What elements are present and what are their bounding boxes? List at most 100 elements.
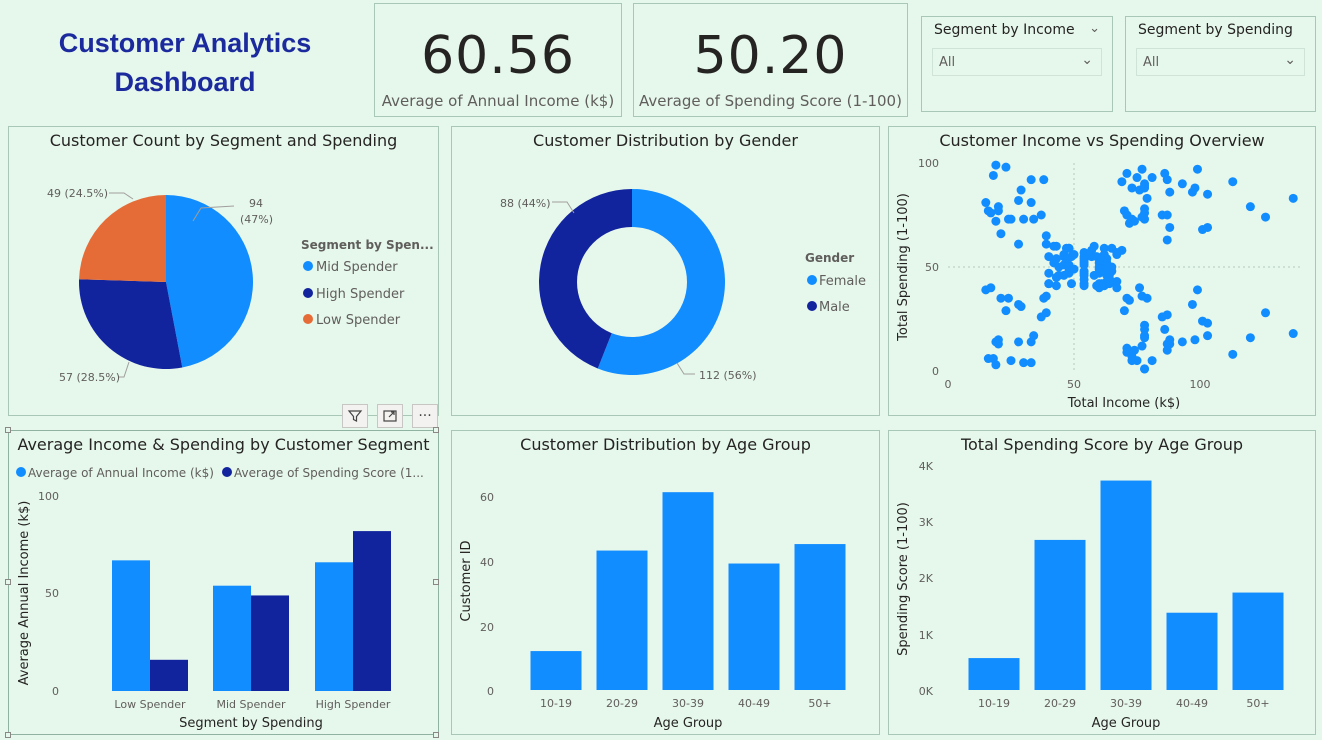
- scatter-point[interactable]: [988, 170, 998, 180]
- scatter-point[interactable]: [1245, 202, 1255, 212]
- scatter-point[interactable]: [1099, 243, 1109, 253]
- scatter-point[interactable]: [1165, 335, 1175, 345]
- scatter-point[interactable]: [1036, 210, 1046, 220]
- pie-chart-card[interactable]: Customer Count by Segment and Spending 9…: [8, 126, 439, 416]
- scatter-point[interactable]: [1016, 185, 1026, 195]
- filter-icon[interactable]: [342, 404, 368, 428]
- avg-bar[interactable]: [315, 562, 353, 691]
- scatter-point[interactable]: [1014, 337, 1024, 347]
- pie-slice-high-spender[interactable]: [78, 279, 183, 369]
- scatter-point[interactable]: [991, 360, 1001, 370]
- scatter-point[interactable]: [1041, 308, 1051, 318]
- scatter-point[interactable]: [1261, 212, 1271, 222]
- bar[interactable]: [1100, 480, 1152, 690]
- focus-mode-icon[interactable]: [377, 404, 403, 428]
- slicer-income-dropdown[interactable]: All ⌄: [932, 48, 1102, 76]
- avg-bar[interactable]: [112, 560, 150, 691]
- scatter-point[interactable]: [1064, 243, 1074, 253]
- donut-legend-female[interactable]: Female: [819, 274, 866, 289]
- scatter-point[interactable]: [1044, 268, 1054, 278]
- scatter-point[interactable]: [1089, 241, 1099, 251]
- bar[interactable]: [968, 658, 1020, 690]
- scatter-point[interactable]: [1066, 279, 1076, 289]
- scatter-point[interactable]: [1119, 306, 1129, 316]
- scatter-point[interactable]: [996, 229, 1006, 239]
- scatter-point[interactable]: [1140, 364, 1150, 374]
- scatter-point[interactable]: [1014, 239, 1024, 249]
- pie-slice-low-spender[interactable]: [79, 195, 166, 282]
- donut-legend-male[interactable]: Male: [819, 300, 850, 315]
- scatter-point[interactable]: [1079, 260, 1089, 270]
- scatter-point[interactable]: [1029, 214, 1039, 224]
- scatter-point[interactable]: [1026, 175, 1036, 185]
- scatter-point[interactable]: [1140, 333, 1150, 343]
- scatter-point[interactable]: [1203, 189, 1213, 199]
- scatter-point[interactable]: [1006, 214, 1016, 224]
- scatter-point[interactable]: [1142, 193, 1152, 203]
- bar[interactable]: [662, 492, 714, 690]
- scatter-point[interactable]: [1026, 358, 1036, 368]
- resize-handle[interactable]: [5, 732, 11, 738]
- resize-handle[interactable]: [5, 579, 11, 585]
- scatter-point[interactable]: [1192, 164, 1202, 174]
- scatter-point[interactable]: [1165, 187, 1175, 197]
- scatter-point[interactable]: [1107, 262, 1117, 272]
- scatter-point[interactable]: [1162, 210, 1172, 220]
- scatter-point[interactable]: [1122, 168, 1132, 178]
- scatter-point[interactable]: [993, 339, 1003, 349]
- scatter-point[interactable]: [1051, 281, 1061, 291]
- bar[interactable]: [728, 563, 780, 690]
- scatter-point[interactable]: [1162, 175, 1172, 185]
- chevron-down-icon[interactable]: ⌄: [1089, 21, 1100, 36]
- scatter-point[interactable]: [1051, 254, 1061, 264]
- scatter-point[interactable]: [1245, 333, 1255, 343]
- scatter-point[interactable]: [1261, 308, 1271, 318]
- scatter-point[interactable]: [1001, 306, 1011, 316]
- scatter-point[interactable]: [1140, 204, 1150, 214]
- scatter-point[interactable]: [1177, 337, 1187, 347]
- scatter-point[interactable]: [991, 160, 1001, 170]
- avg-legend-spending[interactable]: Average of Spending Score (1...: [234, 466, 424, 480]
- spending-by-age-card[interactable]: Total Spending Score by Age Group 0K 1K …: [888, 430, 1316, 735]
- scatter-point[interactable]: [1079, 247, 1089, 257]
- scatter-point[interactable]: [1203, 222, 1213, 232]
- pie-slice-mid-spender[interactable]: [166, 195, 254, 368]
- more-options-icon[interactable]: ···: [412, 404, 438, 428]
- bar[interactable]: [1232, 592, 1284, 690]
- donut-chart-card[interactable]: Customer Distribution by Gender 88 (44%)…: [451, 126, 880, 416]
- scatter-point[interactable]: [1165, 222, 1175, 232]
- resize-handle[interactable]: [433, 732, 439, 738]
- scatter-point[interactable]: [1228, 349, 1238, 359]
- resize-handle[interactable]: [433, 579, 439, 585]
- scatter-point[interactable]: [1039, 175, 1049, 185]
- scatter-point[interactable]: [1014, 195, 1024, 205]
- scatter-point[interactable]: [1160, 324, 1170, 334]
- age-distribution-card[interactable]: Customer Distribution by Age Group 0 20 …: [451, 430, 880, 735]
- scatter-point[interactable]: [1140, 324, 1150, 334]
- pie-legend-mid[interactable]: Mid Spender: [316, 260, 398, 275]
- scatter-point[interactable]: [1102, 254, 1112, 264]
- scatter-point[interactable]: [1142, 293, 1152, 303]
- scatter-point[interactable]: [1003, 293, 1013, 303]
- avg-bar[interactable]: [213, 585, 251, 691]
- scatter-point[interactable]: [1190, 335, 1200, 345]
- avg-bar-chart-card[interactable]: Average Income & Spending by Customer Se…: [8, 430, 439, 735]
- scatter-point[interactable]: [1044, 252, 1054, 262]
- scatter-point[interactable]: [1112, 277, 1122, 287]
- scatter-point[interactable]: [1079, 281, 1089, 291]
- scatter-point[interactable]: [1187, 299, 1197, 309]
- scatter-point[interactable]: [1192, 285, 1202, 295]
- scatter-point[interactable]: [1177, 179, 1187, 189]
- scatter-point[interactable]: [1137, 164, 1147, 174]
- scatter-point[interactable]: [1162, 235, 1172, 245]
- scatter-point[interactable]: [1117, 177, 1127, 187]
- pie-legend-high[interactable]: High Spender: [316, 287, 405, 302]
- scatter-point[interactable]: [1288, 193, 1298, 203]
- bar[interactable]: [794, 544, 846, 690]
- scatter-point[interactable]: [1147, 356, 1157, 366]
- scatter-point[interactable]: [991, 216, 1001, 226]
- scatter-point[interactable]: [1041, 239, 1051, 249]
- scatter-point[interactable]: [1132, 356, 1142, 366]
- scatter-point[interactable]: [1029, 331, 1039, 341]
- scatter-point[interactable]: [1051, 241, 1061, 251]
